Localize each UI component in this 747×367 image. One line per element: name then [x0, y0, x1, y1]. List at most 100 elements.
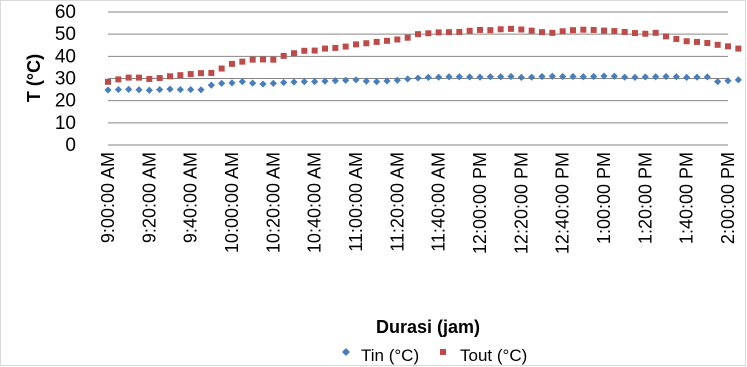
tout-point — [156, 75, 163, 82]
legend-label-tin: Tin (°C) — [361, 346, 419, 365]
tout-point — [539, 29, 545, 36]
tout-point — [280, 52, 287, 59]
tin-point — [187, 85, 195, 94]
y-tick-label: 10 — [55, 113, 76, 134]
x-tick-label: 11:00:00 AM — [346, 152, 366, 252]
tout-point — [652, 29, 659, 36]
tout-point — [621, 28, 628, 35]
tin-point — [600, 72, 608, 80]
tin-point — [590, 72, 598, 81]
tout-point — [187, 71, 194, 78]
tout-point — [570, 27, 576, 34]
tout-point — [291, 50, 297, 57]
tout-point — [435, 29, 442, 36]
tout-point — [725, 43, 731, 50]
x-tick-label: 12:20:00 PM — [511, 152, 531, 254]
x-tick-label: 9:20:00 AM — [139, 152, 159, 243]
tout-point — [642, 30, 649, 37]
tin-point — [259, 80, 267, 88]
tin-point — [404, 75, 412, 83]
tout-point — [301, 47, 308, 54]
tin-point — [497, 73, 505, 81]
tout-point — [663, 33, 669, 40]
legend-label-tout: Tout (°C) — [460, 346, 527, 365]
tin-point — [507, 72, 515, 81]
tout-point — [249, 56, 256, 63]
tin-point — [228, 79, 236, 87]
tin-point — [331, 77, 339, 85]
y-tick-label: 0 — [65, 135, 76, 156]
tin-point — [724, 77, 732, 85]
tout-point — [528, 27, 535, 34]
tin-point — [424, 73, 432, 81]
tout-point — [415, 31, 421, 38]
tin-point — [466, 73, 474, 81]
tout-point — [611, 28, 618, 35]
tout-point — [229, 60, 235, 67]
x-tick-label: 10:00:00 AM — [222, 152, 242, 253]
tout-point — [260, 56, 266, 63]
x-tick-label: 12:40:00 PM — [553, 152, 573, 254]
y-axis-label: T (°C) — [24, 54, 44, 102]
tout-point — [270, 56, 277, 63]
tin-point — [321, 77, 329, 85]
tin-point — [559, 72, 567, 81]
tout-point — [456, 28, 463, 35]
tin-point — [693, 73, 701, 81]
tin-point — [383, 77, 391, 85]
tin-point — [435, 73, 443, 81]
legend-marker-tin — [342, 348, 350, 356]
tin-point — [290, 78, 298, 86]
x-tick-label: 11:40:00 AM — [429, 152, 449, 252]
tin-point — [218, 79, 226, 87]
y-tick-label: 20 — [55, 91, 76, 112]
tout-point — [177, 72, 184, 79]
tin-point — [476, 73, 484, 81]
tin-point — [125, 85, 133, 93]
tin-point — [569, 72, 577, 81]
tout-point — [559, 28, 566, 35]
tin-point — [445, 73, 453, 81]
y-tick-label: 30 — [55, 69, 76, 90]
tin-point — [238, 78, 246, 86]
x-tick-label: 11:20:00 AM — [387, 152, 407, 252]
tin-point — [714, 78, 722, 86]
x-tick-label: 9:00:00 AM — [98, 152, 118, 243]
tin-point — [662, 72, 670, 81]
tin-point — [631, 73, 639, 81]
tout-point — [508, 25, 514, 32]
tin-point — [683, 73, 691, 81]
tout-point — [208, 69, 215, 76]
tout-point — [332, 44, 339, 51]
tin-point — [641, 73, 649, 81]
tout-point — [549, 29, 556, 36]
tout-point — [353, 41, 359, 48]
tin-point — [610, 72, 618, 80]
tout-point — [497, 26, 504, 33]
tin-point — [342, 76, 350, 84]
tin-point — [362, 77, 370, 85]
tout-point — [590, 26, 597, 33]
tin-point — [280, 78, 288, 87]
tin-point — [249, 79, 257, 87]
legend-marker-tout — [440, 349, 446, 355]
series-tout — [105, 25, 742, 85]
tin-point — [300, 78, 308, 86]
tout-point — [136, 74, 142, 81]
x-axis-label: Durasi (jam) — [376, 317, 480, 337]
tin-point — [486, 73, 494, 81]
tout-point — [125, 74, 132, 81]
tout-point — [404, 34, 411, 41]
tin-point — [207, 81, 215, 89]
tin-point — [652, 73, 660, 81]
tin-point — [104, 86, 112, 94]
tin-point — [311, 78, 319, 86]
tout-point — [373, 38, 380, 45]
tin-point — [156, 85, 164, 94]
y-tick-label: 40 — [55, 46, 76, 67]
x-tick-label: 1:20:00 PM — [635, 152, 655, 244]
tout-point — [167, 73, 173, 80]
tout-point — [146, 75, 153, 82]
x-tick-label: 9:40:00 AM — [181, 152, 201, 243]
